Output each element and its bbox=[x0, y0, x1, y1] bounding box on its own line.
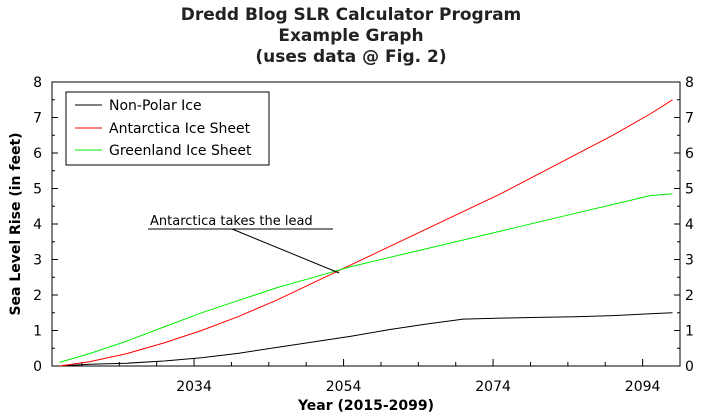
y-tick-label-right: 7 bbox=[685, 111, 694, 127]
x-tick-label: 2054 bbox=[326, 379, 362, 395]
y-tick-label-right: 0 bbox=[685, 359, 694, 375]
annotation-pointer bbox=[231, 228, 340, 274]
annotation: Antarctica takes the lead bbox=[148, 214, 340, 274]
y-tick-label-right: 3 bbox=[685, 253, 694, 269]
y-tick-label-left: 1 bbox=[33, 324, 42, 340]
x-axis-title: Year (2015-2099) bbox=[297, 398, 434, 414]
y-tick-label-left: 6 bbox=[33, 146, 42, 162]
y-tick-label-left: 5 bbox=[33, 182, 42, 198]
y-tick-label-left: 8 bbox=[33, 75, 42, 91]
data-series bbox=[59, 99, 673, 367]
chart-title-line-3: (uses data @ Fig. 2) bbox=[255, 47, 446, 67]
y-tick-label-right: 6 bbox=[685, 146, 694, 162]
y-tick-label-right: 4 bbox=[685, 217, 694, 233]
legend-label-non-polar-ice: Non-Polar Ice bbox=[109, 98, 202, 114]
chart-title-line-1: Dredd Blog SLR Calculator Program bbox=[181, 5, 522, 25]
legend-label-antarctica-ice-sheet: Antarctica Ice Sheet bbox=[109, 121, 251, 137]
y-tick-label-left: 7 bbox=[33, 111, 42, 127]
y-tick-label-left: 0 bbox=[33, 359, 42, 375]
x-tick-label: 2094 bbox=[625, 379, 661, 395]
legend: Non-Polar Ice Antarctica Ice Sheet Green… bbox=[65, 91, 270, 166]
axis-ticks: 0 0 1 1 2 2 3 3 4 4 5 5 6 6 7 7 8 8 2034 2054 2074 2094 bbox=[33, 75, 694, 395]
y-tick-label-right: 1 bbox=[685, 324, 694, 340]
y-axis-title: Sea Level Rise (in feet) bbox=[8, 132, 24, 315]
chart-title-line-2: Example Graph bbox=[278, 26, 423, 46]
legend-label-greenland-ice-sheet: Greenland Ice Sheet bbox=[109, 143, 252, 159]
y-tick-label-left: 4 bbox=[33, 217, 42, 233]
y-tick-label-left: 2 bbox=[33, 288, 42, 304]
series-line-greenland-ice-sheet bbox=[59, 193, 673, 363]
x-tick-label: 2074 bbox=[475, 379, 511, 395]
y-tick-label-left: 3 bbox=[33, 253, 42, 269]
y-tick-label-right: 2 bbox=[685, 288, 694, 304]
series-line-antarctica-ice-sheet bbox=[59, 99, 673, 367]
y-tick-label-right: 8 bbox=[685, 75, 694, 91]
series-line-non-polar-ice bbox=[59, 312, 673, 367]
annotation-text: Antarctica takes the lead bbox=[150, 214, 313, 229]
y-tick-label-right: 5 bbox=[685, 182, 694, 198]
x-tick-label: 2034 bbox=[176, 379, 212, 395]
